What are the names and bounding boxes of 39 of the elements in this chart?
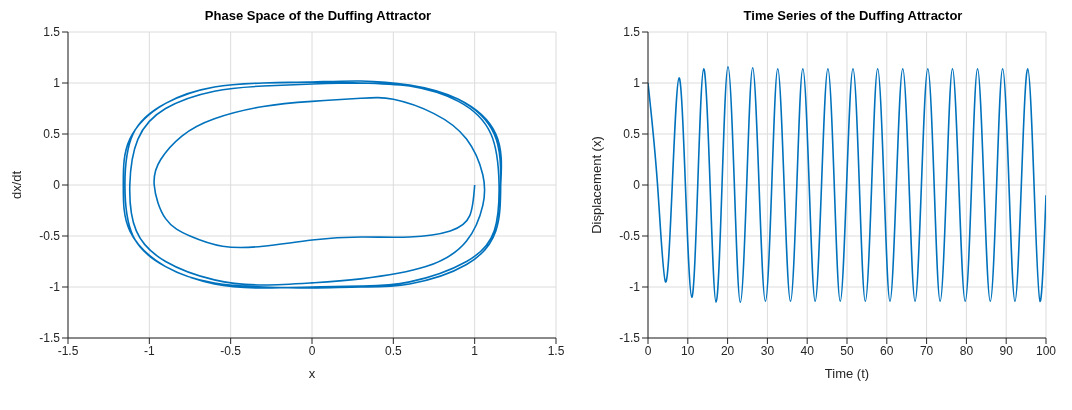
x-tick-label: 80: [959, 343, 974, 358]
y-tick-label: -1.5: [39, 331, 61, 346]
x-tick-label: 10: [681, 343, 695, 358]
x-tick-label: -1: [144, 343, 155, 358]
y-tick-label: -1: [629, 280, 641, 295]
y-tick-label: 1: [53, 76, 61, 91]
y-tick-label: 1: [633, 76, 641, 91]
chart-title: Time Series of the Duffing Attractor: [742, 8, 964, 24]
x-tick-label: 70: [919, 343, 934, 358]
x-tick-label: 1.5: [547, 343, 565, 358]
y-tick-label: -1.5: [619, 331, 641, 346]
y-tick-label: -0.5: [39, 229, 61, 244]
y-tick-label: 0: [53, 178, 61, 193]
y-axis-title: Displacement (x): [588, 136, 604, 234]
x-tick-label: 60: [880, 343, 894, 358]
y-tick-label: -1: [49, 280, 61, 295]
x-tick-label: 100: [1035, 343, 1057, 358]
x-tick-label: 1: [471, 343, 479, 358]
line-series: [648, 65, 1046, 304]
x-tick-label: 30: [760, 343, 775, 358]
y-tick-label: 1.5: [623, 25, 641, 40]
x-tick-label: 50: [840, 343, 854, 358]
line-series: [122, 80, 502, 289]
y-tick-label: 0: [633, 178, 641, 193]
y-tick-label: 0.5: [623, 127, 641, 142]
x-tick-label: 0: [644, 343, 652, 358]
x-tick-label: 0.5: [384, 343, 402, 358]
y-tick-label: 0.5: [43, 127, 61, 142]
y-tick-label: 1.5: [43, 25, 61, 40]
y-tick-label: -0.5: [619, 229, 641, 244]
y-axis-title: dx/dt: [8, 170, 24, 200]
x-axis-title: x: [308, 366, 316, 381]
x-tick-label: 90: [999, 343, 1014, 358]
x-tick-label: 20: [720, 343, 735, 358]
x-tick-label: 40: [800, 343, 815, 358]
x-tick-label: -0.5: [220, 343, 242, 358]
chart-title: Phase Space of the Duffing Attractor: [203, 8, 433, 24]
x-tick-label: 0: [308, 343, 316, 358]
x-axis-title: Time (t): [824, 366, 870, 381]
